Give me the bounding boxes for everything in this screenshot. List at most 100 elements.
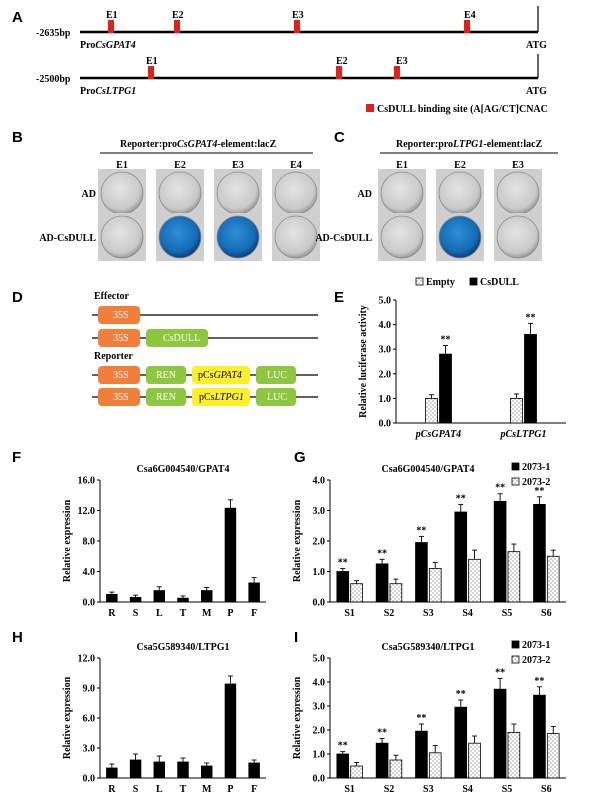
chart-g-title: Csa6G004540/GPAT4: [382, 464, 475, 475]
chart-g-legend-label-1: 2073-2: [522, 477, 550, 488]
panel-letter-g: G: [294, 449, 306, 466]
panel-letter-b: B: [12, 129, 23, 146]
panel-letter-f: F: [12, 449, 21, 466]
chart-i-bar-0-2: [415, 730, 428, 779]
chart-i-bar-1-3: [468, 742, 481, 779]
chart-i-ylabel: Relative expression: [292, 676, 303, 759]
chart-e-ytick-label-0: 0.0: [379, 419, 392, 430]
chart-e-xtick-label-1: pCsLTPG1: [500, 429, 547, 440]
chart-f-bar-0-3: [177, 597, 189, 603]
gpat4-atg-label: ATG: [526, 40, 547, 51]
gpat4-site-e1: [108, 20, 114, 33]
chart-i-sig-0-0: **: [338, 741, 348, 752]
chart-e-sig-1-1: **: [526, 312, 536, 323]
chart-i-bar-1-0: [350, 765, 363, 779]
ltpg1-atg-label: ATG: [526, 86, 547, 97]
chart-h: 0.0 3.0 6.0 9.0 12.0 Relative expression Csa5G…: [62, 642, 266, 795]
chart-i-bar-0-3: [454, 706, 468, 779]
chart-h-xtick-label-1: S: [133, 784, 139, 795]
effector-csdull-box: [146, 329, 208, 347]
chart-i-legend-swatch-0: [511, 640, 520, 649]
gpat4-name-italic: CsGPAT4: [95, 40, 135, 51]
effector-2-35s-box: [98, 329, 140, 347]
panel-c-title-italic: LTPG1: [452, 139, 483, 150]
gpat4-name-label: ProCsGPAT4: [80, 40, 136, 51]
chart-e-legend-label-1: CsDULL: [480, 277, 519, 288]
chart-g-bar-1-0: [350, 583, 363, 603]
panel_c-col-e1: E1: [396, 160, 408, 171]
chart-f-ytick-label-2: 8.0: [83, 537, 96, 548]
chart-f-title: Csa6G004540/GPAT4: [137, 464, 230, 475]
chart-g-xtick-label-1: S2: [384, 608, 395, 619]
panel_b-row-1: AD-CsDULL: [39, 233, 96, 244]
chart-h-xtick-label-0: R: [108, 784, 116, 795]
reporter-2-ren-box: [146, 388, 186, 406]
chart-g-ytick-label-0: 0.0: [313, 598, 326, 609]
ltpg1-name-italic: CsLTPG1: [95, 86, 136, 97]
panel_b-col-e2: E2: [174, 160, 186, 171]
chart-i-ytick-label-4: 4.0: [313, 678, 326, 689]
chart-g-ytick-label-1: 1.0: [313, 567, 326, 578]
chart-i-sig-0-3: **: [456, 689, 466, 700]
reporter-2-35s-label: 35S: [113, 392, 129, 403]
chart-g-bar-1-4: [507, 551, 521, 603]
chart-i-bar-0-0: [336, 753, 350, 779]
chart-f-ytick-label-4: 16.0: [78, 476, 96, 487]
chart-e-xtick-label-0: pCsGPAT4: [415, 429, 461, 440]
panel_b-col-e4: E4: [290, 160, 302, 171]
chart-f: 0.0 4.0 8.0 12.0 16.0 Relative expression Csa6…: [62, 464, 266, 619]
chart-g-bar-1-2: [428, 568, 442, 603]
chart-i-legend-label-0: 2073-1: [522, 640, 550, 651]
chart-h-bar-0-5: [224, 683, 237, 779]
chart-g-ylabel: Relative expression: [292, 499, 303, 582]
gpat4-site-e3-label: E3: [292, 10, 304, 21]
chart-i-legend-swatch-1: [511, 655, 520, 664]
chart-g-sig-0-1: **: [377, 548, 387, 559]
reporter-label: Reporter: [94, 351, 133, 362]
chart-i-ytick-label-5: 5.0: [313, 654, 326, 665]
chart-h-title: Csa5G589340/LTPG1: [137, 642, 230, 653]
reporter-2-luc-label: LUC: [267, 392, 287, 403]
panel-c-title-prefix: Reporter:pro: [396, 139, 453, 150]
ltpg1-site-e3: [394, 66, 400, 79]
chart-f-ytick-label-0: 0.0: [83, 598, 96, 609]
chart-h-xtick-label-6: F: [251, 784, 257, 795]
chart-e-ylabel: Relative luciferase activity: [358, 305, 369, 418]
gpat4-start-label: -2635bp: [36, 28, 71, 39]
chart-e-ytick-label-3: 3.0: [379, 345, 392, 356]
chart-i-bar-1-5: [546, 733, 560, 779]
chart-g-legend-label-0: 2073-1: [522, 462, 550, 473]
panel_b-col-e1: E1: [116, 160, 128, 171]
gpat4-name-prefix: Pro: [80, 40, 95, 51]
chart-i-bar-0-1: [375, 742, 389, 779]
chart-i-xtick-label-3: S4: [462, 784, 473, 795]
chart-e-ytick-label-4: 4.0: [379, 320, 392, 331]
chart-e-bar-0-0: [425, 397, 438, 424]
ltpg1-site-e3-label: E3: [396, 56, 408, 67]
chart-h-bar-0-4: [200, 765, 213, 779]
chart-f-ytick-label-1: 4.0: [83, 567, 96, 578]
effector-1-35s-box: [98, 306, 140, 324]
panel-c-title: Reporter:proLTPG1-element:lacZ: [396, 139, 543, 150]
chart-e-ytick-label-1: 1.0: [379, 394, 392, 405]
gpat4-site-e4-label: E4: [464, 10, 476, 21]
chart-g-ytick-label-2: 2.0: [313, 537, 326, 548]
chart-h-xtick-label-5: P: [227, 784, 233, 795]
legend-site-swatch: [366, 104, 374, 112]
panel_c-plate-0-2: [496, 171, 540, 215]
panel_b-plate-0-3: [274, 171, 318, 215]
gpat4-site-e1-label: E1: [106, 10, 118, 21]
panel-b-title-prefix: Reporter:pro: [120, 139, 177, 150]
chart-i-xtick-label-2: S3: [423, 784, 434, 795]
reporter-2-ren-label: REN: [156, 392, 176, 403]
effector-2-35s-label: 35S: [113, 333, 129, 344]
legend-site-text: CsDULL binding site (A[AG/CT]CNAC: [377, 104, 548, 115]
reporter-gpat4-prefix: pCs: [198, 370, 214, 381]
panel-b-plates: E1 E2 E3 E4 AD AD-CsDULL: [39, 160, 320, 261]
chart-e-sig-1-0: **: [441, 335, 451, 346]
panel_c-plate-1-2: [496, 215, 540, 259]
chart-g-bar-0-4: [493, 500, 507, 603]
chart-i-ytick-label-2: 2.0: [313, 726, 326, 737]
panel-letter-d: D: [12, 289, 23, 306]
chart-i-bar-1-4: [507, 732, 521, 779]
